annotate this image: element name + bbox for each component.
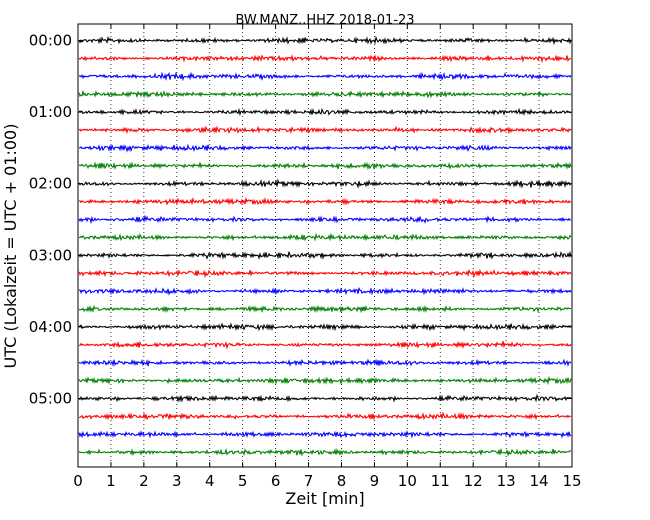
y-tick-label: 01:00 [29,103,72,121]
seismic-trace [78,250,572,260]
x-tick-label: 0 [73,472,83,490]
seismic-trace [78,322,572,332]
seismic-trace [78,71,572,82]
x-tick-label: 1 [106,472,116,490]
x-tick-label: 9 [370,472,380,490]
x-tick-label: 2 [139,472,149,490]
seismic-trace [78,429,572,439]
seismic-trace [78,125,572,135]
seismic-trace [78,411,572,421]
seismic-trace [78,214,572,225]
x-tick-label: 10 [398,472,417,490]
x-axis-label: Zeit [min] [285,489,364,508]
seismic-trace [78,340,572,350]
y-tick-label: 05:00 [29,390,72,408]
seismic-trace [78,89,572,99]
plot-frame [77,23,573,468]
y-tick-label: 04:00 [29,318,72,336]
seismic-trace [78,161,572,171]
x-tick-label: 13 [497,472,516,490]
x-tick-label: 3 [172,472,182,490]
seismic-trace [78,268,572,279]
seismic-trace [78,107,572,117]
seismic-trace [78,54,572,64]
y-axis-label: UTC (Lokalzeit = UTC + 01:00) [1,124,20,369]
seismic-trace [78,35,572,46]
x-tick-label: 15 [562,472,581,490]
seismic-trace [78,143,572,153]
x-tick-label: 11 [431,472,450,490]
y-axis: 00:00 01:00 02:00 03:00 04:00 05:00 [29,32,572,408]
x-tick-label: 14 [530,472,549,490]
seismic-trace [78,358,572,368]
y-tick-label: 03:00 [29,246,72,264]
x-axis: 0 1 2 3 4 5 6 7 8 9 10 11 12 13 14 15 [73,24,582,490]
seismic-trace [78,178,572,189]
seismic-trace [78,286,572,296]
seismic-trace [78,393,572,403]
trace-group [78,35,572,457]
x-tick-label: 12 [464,472,483,490]
seismic-trace [78,196,572,206]
seismic-trace [78,304,572,314]
x-tick-label: 6 [271,472,281,490]
x-tick-label: 4 [205,472,215,490]
x-tick-label: 8 [337,472,347,490]
chart-title: BW.MANZ..HHZ 2018-01-23 [235,13,414,28]
seismic-trace [78,232,572,242]
x-tick-label: 5 [238,472,248,490]
x-tick-label: 7 [304,472,314,490]
y-tick-label: 02:00 [29,175,72,193]
seismic-trace [78,447,572,457]
seismic-trace [78,375,572,386]
y-tick-label: 00:00 [29,32,72,50]
